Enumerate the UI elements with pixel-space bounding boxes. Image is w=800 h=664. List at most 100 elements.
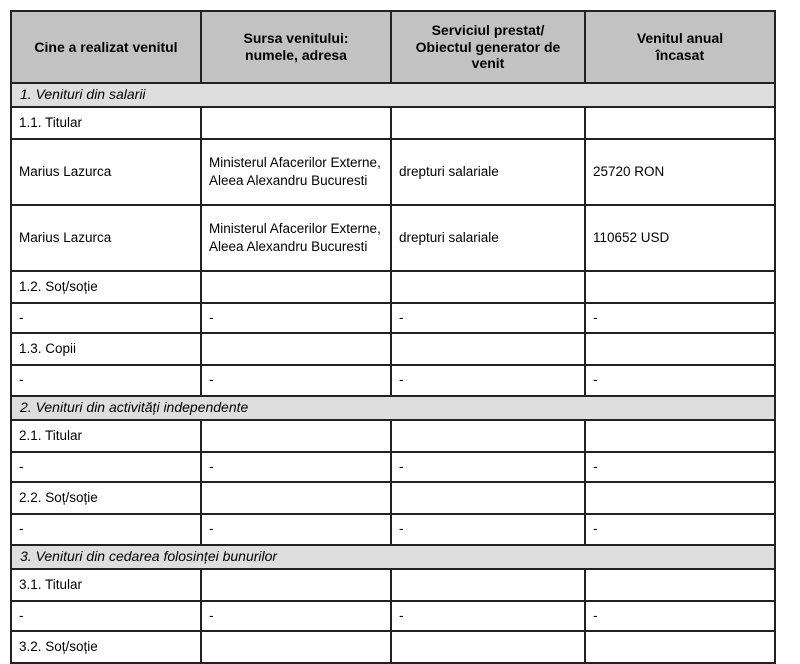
table-cell bbox=[200, 418, 392, 453]
table-cell: - bbox=[10, 364, 202, 397]
table-cell bbox=[200, 630, 392, 664]
table-row: 1.3. Copii bbox=[10, 332, 776, 367]
table-row: 1.1. Titular bbox=[10, 106, 776, 140]
table-cell bbox=[390, 106, 586, 140]
table-cell bbox=[390, 270, 586, 304]
table-cell: - bbox=[200, 513, 392, 546]
column-header-source: Sursa venitului: numele, adresa bbox=[200, 10, 392, 84]
table-cell: - bbox=[584, 301, 776, 335]
table-cell: Marius Lazurca bbox=[10, 138, 202, 206]
table-cell: - bbox=[390, 599, 586, 633]
table-cell bbox=[390, 332, 586, 367]
cell-text: - bbox=[19, 521, 24, 537]
table-cell: 1.3. Copii bbox=[10, 332, 202, 367]
table-row: ---- bbox=[10, 599, 776, 633]
table-cell bbox=[584, 481, 776, 516]
section-row: 1. Venituri din salarii bbox=[10, 82, 776, 108]
cell-text: - bbox=[209, 521, 214, 537]
cell-text: Ministerul Afacerilor Externe, Aleea Ale… bbox=[209, 155, 381, 188]
section-row: 3. Venituri din cedarea folosinței bunur… bbox=[10, 543, 776, 570]
table-cell: - bbox=[390, 450, 586, 484]
table-cell: drepturi salariale bbox=[390, 204, 586, 272]
table-row: 2.1. Titular bbox=[10, 418, 776, 453]
table-row: Marius Lazurca Ministerul Afacerilor Exte… bbox=[10, 138, 776, 206]
table-cell: - bbox=[200, 450, 392, 484]
column-header-amount-text: Venitul anual încasat bbox=[636, 30, 724, 63]
cell-text: 1.2. Soț/soție bbox=[19, 278, 98, 294]
table-cell bbox=[584, 106, 776, 140]
table-cell bbox=[584, 270, 776, 304]
table-cell: 2.1. Titular bbox=[10, 418, 202, 453]
table-cell bbox=[584, 332, 776, 367]
table-cell: Ministerul Afacerilor Externe, Aleea Ale… bbox=[200, 204, 392, 272]
cell-text: Marius Lazurca bbox=[19, 229, 112, 245]
section-label: 2. Venituri din activități independente bbox=[10, 394, 776, 421]
cell-text: - bbox=[593, 458, 598, 474]
table-row: 1.2. Soț/soție bbox=[10, 270, 776, 304]
cell-text: - bbox=[19, 310, 24, 325]
cell-text: 2.1. Titular bbox=[19, 427, 83, 443]
table-cell: 2.2. Soț/soție bbox=[10, 481, 202, 516]
table-cell: - bbox=[10, 450, 202, 484]
cell-text: - bbox=[209, 607, 214, 623]
cell-text: 3.1. Titular bbox=[19, 576, 83, 592]
table-header: Cine a realizat venitul Sursa venitului:… bbox=[10, 10, 776, 84]
cell-text: - bbox=[593, 607, 598, 623]
table-cell: 1.1. Titular bbox=[10, 106, 202, 140]
cell-text: 1.1. Titular bbox=[19, 114, 83, 130]
table-cell: - bbox=[584, 450, 776, 484]
table-cell: 110652 USD bbox=[584, 204, 776, 272]
column-header-source-text: Sursa venitului: numele, adresa bbox=[243, 30, 349, 63]
cell-text: - bbox=[19, 372, 24, 388]
cell-text: - bbox=[593, 310, 598, 325]
table-cell bbox=[200, 106, 392, 140]
table-cell: - bbox=[390, 513, 586, 546]
table-cell bbox=[390, 567, 586, 602]
cell-text: - bbox=[19, 607, 24, 623]
cell-text: 1.3. Copii bbox=[19, 341, 77, 357]
table-cell: - bbox=[200, 599, 392, 633]
table-cell: - bbox=[200, 364, 392, 397]
table-cell: 3.2. Soț/soție bbox=[10, 630, 202, 664]
cell-text: - bbox=[209, 372, 214, 388]
table-cell bbox=[390, 630, 586, 664]
table-row: ---- bbox=[10, 450, 776, 484]
cell-text: 110652 USD bbox=[593, 229, 670, 245]
column-header-who: Cine a realizat venitul bbox=[10, 10, 202, 84]
cell-text: - bbox=[593, 521, 598, 537]
cell-text: - bbox=[209, 458, 214, 474]
cell-text: - bbox=[19, 458, 24, 474]
table-cell bbox=[200, 332, 392, 367]
table-cell bbox=[584, 630, 776, 664]
table-cell bbox=[200, 567, 392, 602]
table-cell: drepturi salariale bbox=[390, 138, 586, 206]
cell-text: Ministerul Afacerilor Externe, Aleea Ale… bbox=[209, 221, 381, 254]
column-header-service-text: Serviciul prestat/ Obiectul generator de… bbox=[415, 21, 561, 72]
table-body: 1. Venituri din salarii 1.1. Titular Mariu… bbox=[10, 82, 776, 664]
cell-text: Marius Lazurca bbox=[19, 163, 112, 179]
table-row: ---- bbox=[10, 513, 776, 546]
cell-text: 25720 RON bbox=[593, 163, 665, 179]
table-header-row: Cine a realizat venitul Sursa venitului:… bbox=[10, 10, 776, 84]
table-cell: - bbox=[200, 301, 392, 335]
cell-text: - bbox=[399, 607, 404, 623]
income-declaration-table: Cine a realizat venitul Sursa venitului:… bbox=[10, 10, 776, 664]
table-row: Marius Lazurca Ministerul Afacerilor Exte… bbox=[10, 204, 776, 272]
table-cell: - bbox=[10, 599, 202, 633]
table-row: 3.1. Titular bbox=[10, 567, 776, 602]
document-page: Cine a realizat venitul Sursa venitului:… bbox=[10, 10, 776, 664]
column-header-service: Serviciul prestat/ Obiectul generator de… bbox=[390, 10, 586, 84]
table-cell: - bbox=[390, 364, 586, 397]
table-cell: - bbox=[584, 513, 776, 546]
section-row: 2. Venituri din activități independente bbox=[10, 394, 776, 421]
table-cell: - bbox=[10, 513, 202, 546]
cell-text: - bbox=[593, 372, 598, 388]
table-cell bbox=[200, 270, 392, 304]
table-cell: 1.2. Soț/soție bbox=[10, 270, 202, 304]
table-cell: Marius Lazurca bbox=[10, 204, 202, 272]
table-cell bbox=[584, 418, 776, 453]
cell-text: - bbox=[399, 521, 404, 537]
table-cell bbox=[390, 481, 586, 516]
table-row: 3.2. Soț/soție bbox=[10, 630, 776, 664]
column-header-amount: Venitul anual încasat bbox=[584, 10, 776, 84]
